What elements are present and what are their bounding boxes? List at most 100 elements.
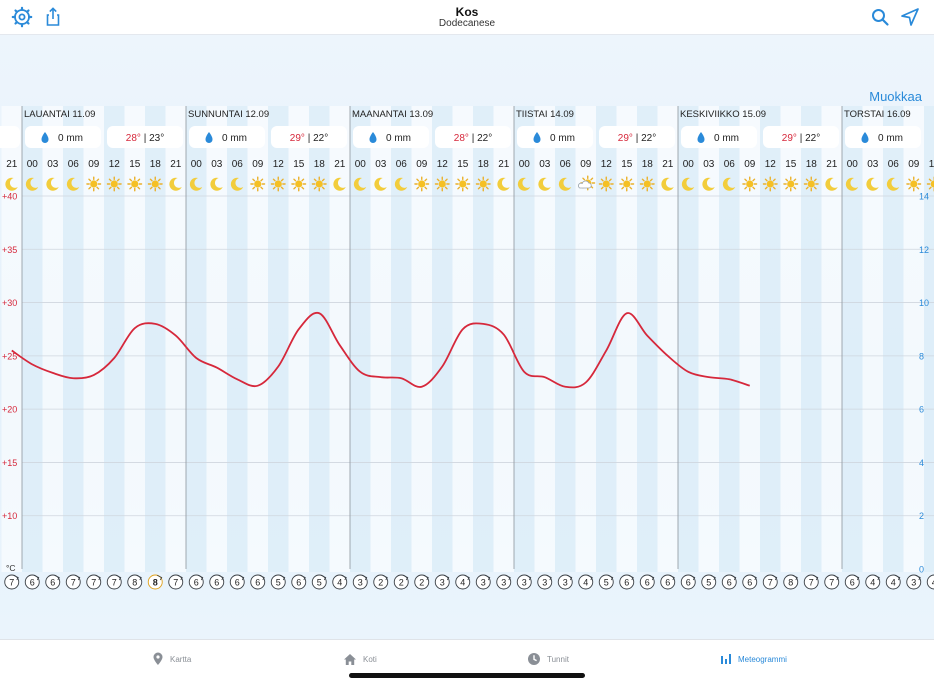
hour-label: 00 (519, 159, 531, 170)
hour-label: 00 (683, 159, 695, 170)
wind-value: 3 (522, 578, 527, 588)
wind-marker: 8 (784, 575, 798, 589)
search-icon[interactable] (869, 6, 891, 28)
sun-icon (907, 177, 921, 191)
hour-label: 21 (826, 159, 838, 170)
temp-low: | 22° (305, 133, 328, 144)
wind-value: 6 (686, 578, 691, 588)
wind-value: 6 (255, 578, 260, 588)
hour-stripe (248, 106, 269, 572)
right-axis-label: 8 (919, 351, 924, 361)
home-indicator (349, 673, 585, 678)
wind-value: 8 (788, 578, 793, 588)
hour-stripe (576, 106, 597, 572)
wind-value: 6 (665, 578, 670, 588)
tab-kartta[interactable]: Kartta (152, 650, 191, 668)
hour-label: 06 (560, 159, 572, 170)
hour-label: 00 (355, 159, 367, 170)
wind-value: 3 (501, 578, 506, 588)
wind-marker: 3 (907, 575, 921, 589)
sun-icon (87, 177, 101, 191)
sun-disc (644, 180, 651, 187)
hour-stripe (207, 106, 228, 572)
wind-marker: 4 (333, 575, 347, 589)
day-label: SUNNUNTAI 12.09 (188, 109, 269, 120)
hour-stripe (842, 106, 863, 572)
wind-marker: 6 (189, 575, 203, 589)
temp-range: 28° | 22° (454, 133, 492, 144)
wind-marker: 4 (456, 575, 470, 589)
hour-label: 15 (621, 159, 633, 170)
sun-disc (254, 180, 261, 187)
wind-marker: 5 (702, 575, 716, 589)
temp-range: 29° | 22° (290, 133, 328, 144)
right-axis-label: 10 (919, 298, 929, 308)
wind-marker: 6 (25, 575, 39, 589)
wind-marker: 6 (292, 575, 306, 589)
tab-tunnit[interactable]: Tunnit (527, 650, 569, 668)
sun-disc (275, 180, 282, 187)
hour-label: 15 (129, 159, 141, 170)
temp-range: 29° | 22° (618, 133, 656, 144)
location-arrow-icon[interactable] (899, 6, 921, 28)
hour-label: 06 (888, 159, 900, 170)
hour-label: 00 (27, 159, 39, 170)
page-subtitle: Dodecanese (0, 18, 934, 29)
hour-label: 15 (293, 159, 305, 170)
tab-meteogrammi[interactable]: Meteogrammi (720, 650, 787, 668)
wind-marker: 4 (886, 575, 900, 589)
hour-label: 03 (211, 159, 223, 170)
precip-value: 0 mm (386, 133, 411, 144)
temp-high: 29° (618, 133, 633, 144)
hour-label: 18 (478, 159, 490, 170)
wind-marker: 4 (866, 575, 880, 589)
wind-value: 6 (727, 578, 732, 588)
hour-stripe (658, 106, 679, 572)
wind-marker: 7 (87, 575, 101, 589)
wind-value: 6 (747, 578, 752, 588)
left-axis-label: +30 (2, 298, 17, 308)
wind-value: 8 (132, 578, 137, 588)
tab-koti[interactable]: Koti (343, 650, 377, 668)
hour-stripe (2, 106, 23, 572)
sun-icon (312, 177, 326, 191)
temp-low: | 22° (633, 133, 656, 144)
wind-marker: 7 (169, 575, 183, 589)
wind-marker: 3 (497, 575, 511, 589)
hour-label: 18 (806, 159, 818, 170)
tab-bar: Kartta Koti Tunnit Meteogrammi (0, 639, 934, 685)
wind-marker: 2 (394, 575, 408, 589)
day-label: LAUANTAI 11.09 (24, 109, 95, 120)
hour-stripe (84, 106, 105, 572)
wind-value: 4 (870, 578, 875, 588)
wind-marker: 5 (271, 575, 285, 589)
hour-stripe (432, 106, 453, 572)
wind-value: 5 (604, 578, 609, 588)
wind-value: 5 (276, 578, 281, 588)
hour-label: 06 (68, 159, 80, 170)
precip-value: 0 mm (550, 133, 575, 144)
sun-icon (128, 177, 142, 191)
wind-marker: 6 (620, 575, 634, 589)
hour-label: 03 (539, 159, 551, 170)
hour-stripe (104, 106, 125, 572)
wind-marker: 7 (5, 575, 19, 589)
sun-icon (804, 177, 818, 191)
hour-stripe (371, 106, 392, 572)
wind-marker: 6 (681, 575, 695, 589)
wind-value: 5 (706, 578, 711, 588)
wind-value: 5 (317, 578, 322, 588)
wind-marker: 6 (46, 575, 60, 589)
temp-high: 28° (454, 133, 469, 144)
hour-stripe (43, 106, 64, 572)
right-axis-label: 0 (919, 565, 924, 575)
sun-disc (787, 180, 794, 187)
sun-icon (435, 177, 449, 191)
hour-stripe (514, 106, 535, 572)
wind-marker: 8 (128, 575, 142, 589)
wind-value: 3 (358, 578, 363, 588)
sun-icon (743, 177, 757, 191)
wind-marker: 5 (599, 575, 613, 589)
wind-marker: 3 (517, 575, 531, 589)
